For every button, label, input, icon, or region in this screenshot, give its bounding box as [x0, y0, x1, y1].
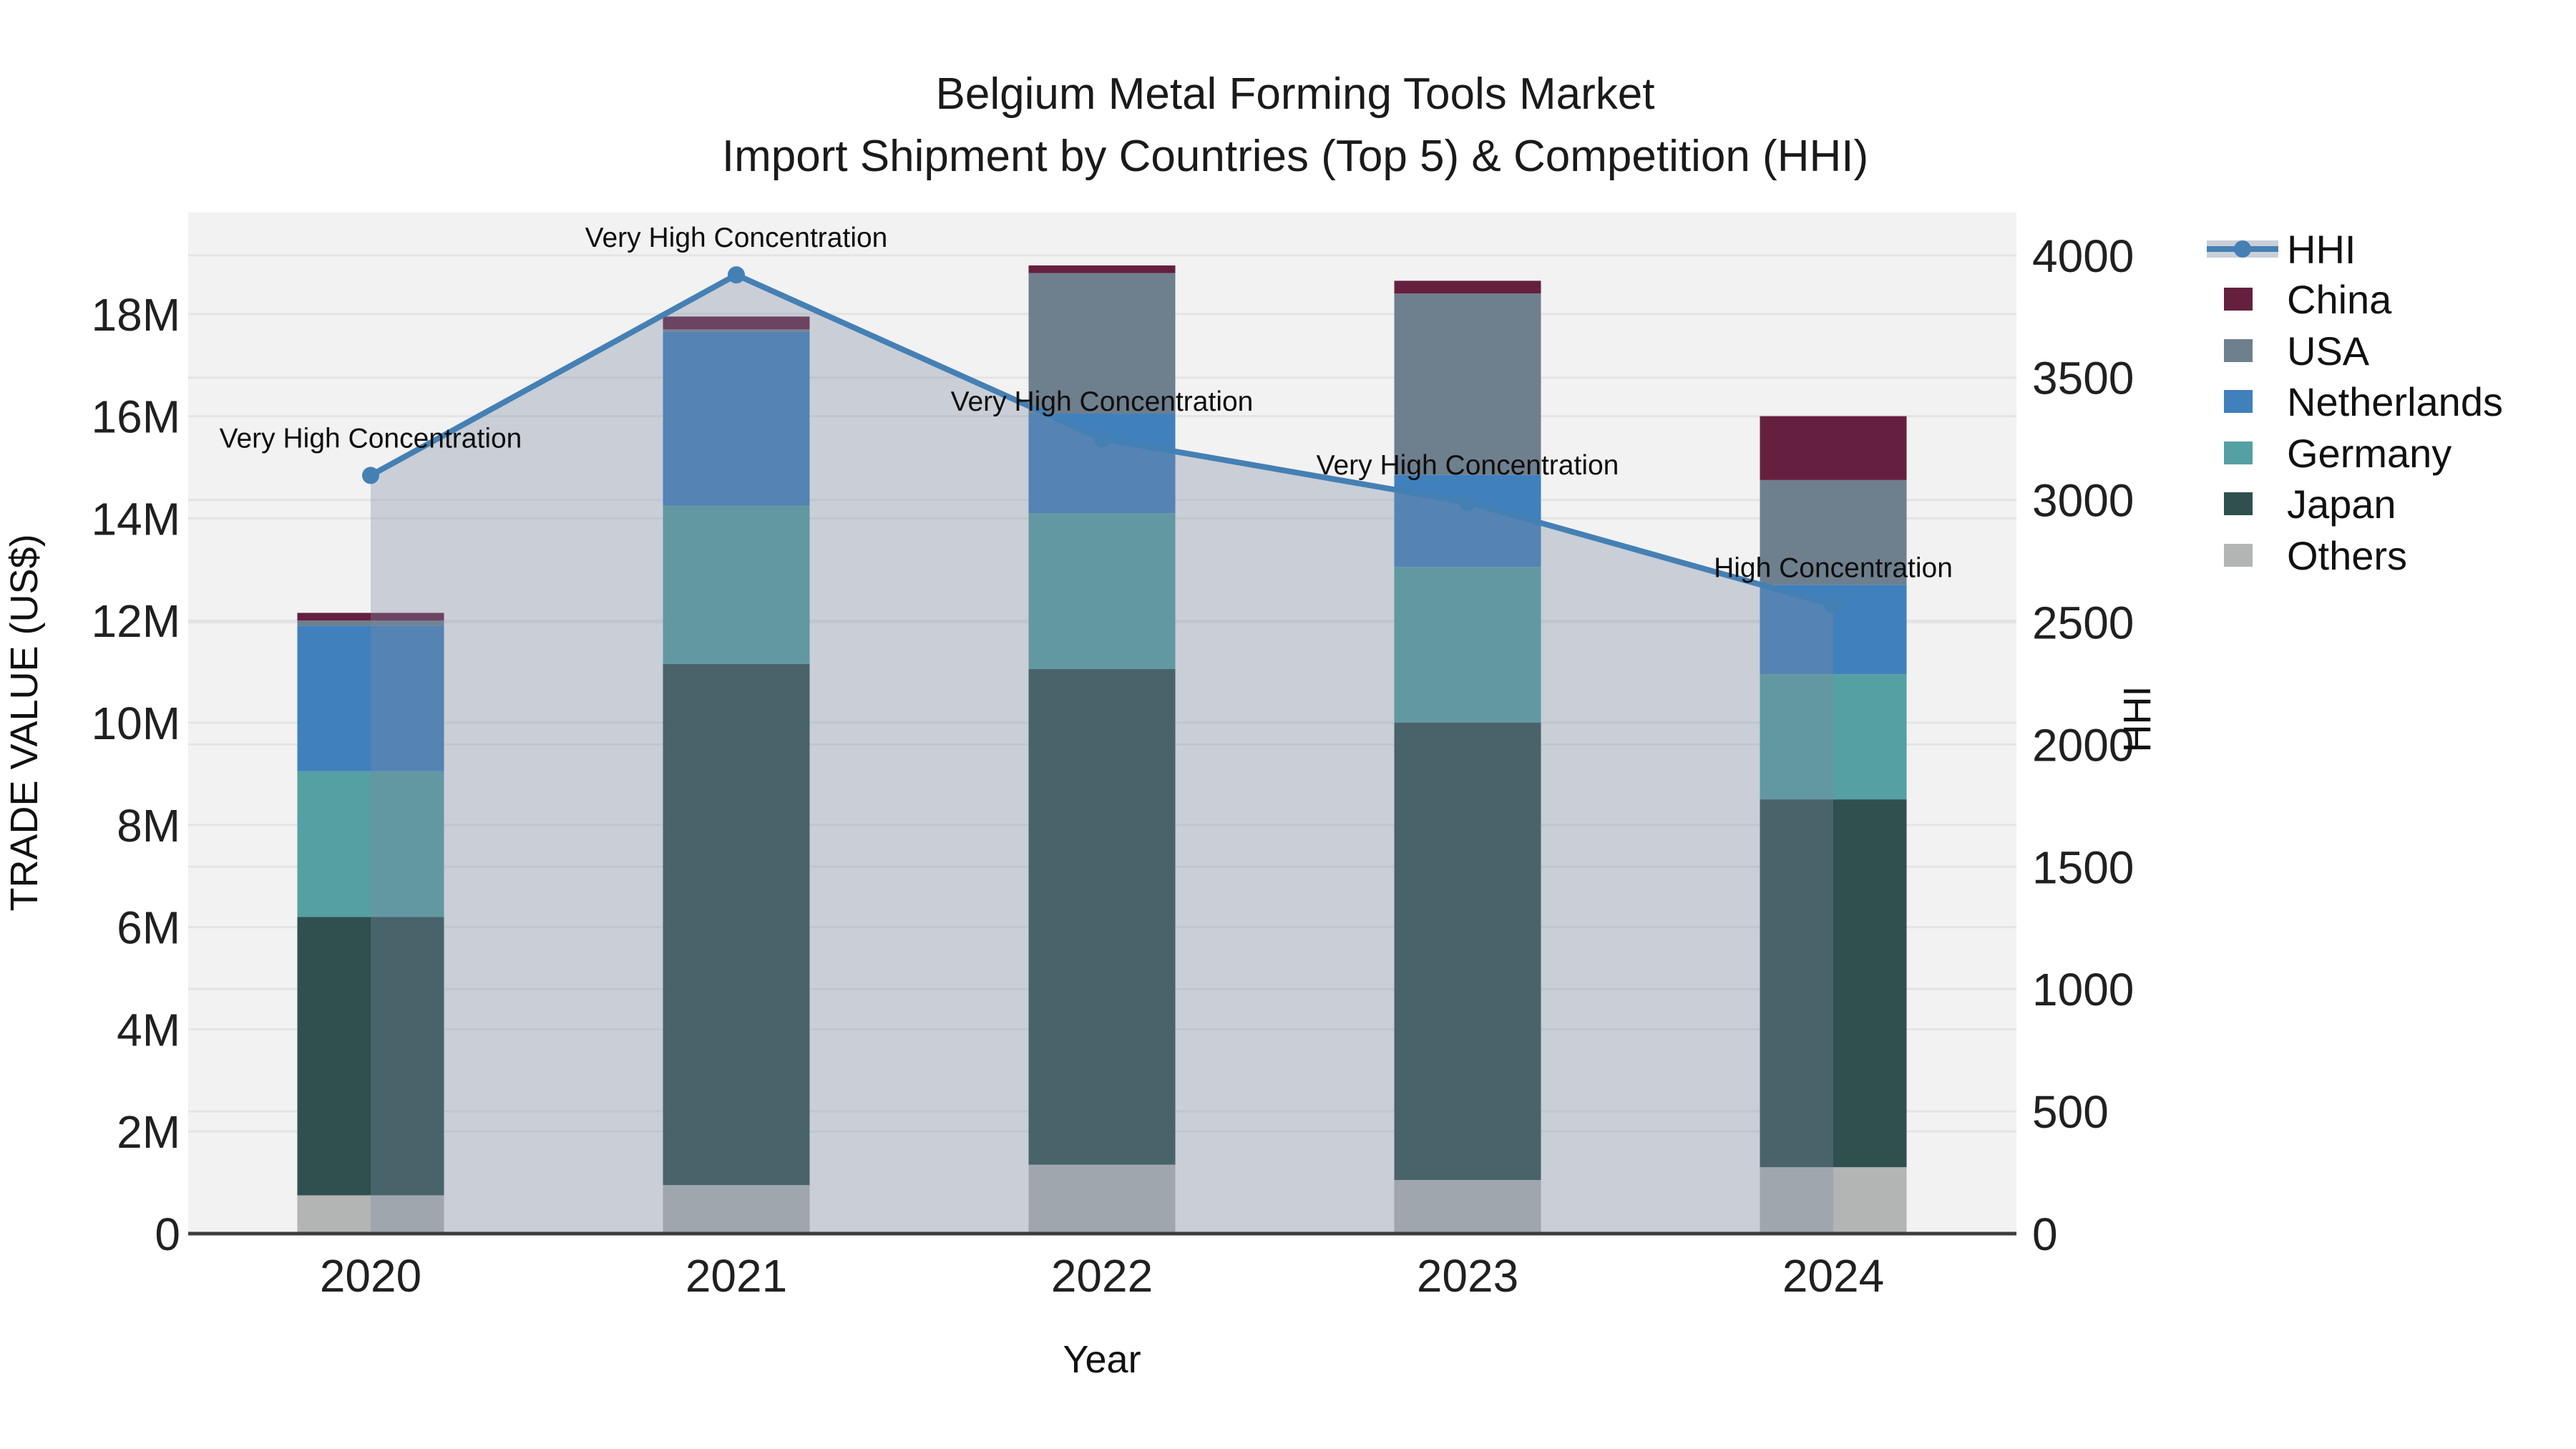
bar-2024: [1760, 416, 1907, 1234]
bar-segment-others-2022: [1028, 1164, 1176, 1234]
bar-segment-usa-2022: [1028, 273, 1176, 414]
bar-segment-others-2021: [663, 1185, 810, 1234]
left-tick-8M: 8M: [117, 800, 180, 852]
bar-segment-germany-2022: [1028, 513, 1176, 670]
left-tick-12M: 12M: [92, 595, 181, 647]
x-tick-2021: 2021: [686, 1250, 787, 1302]
legend: HHI China USA Netherlands Germany Japan Others: [2207, 227, 2503, 578]
bar-segment-others-2020: [297, 1195, 444, 1234]
annotation-2023: Very High Concentration: [1317, 450, 1619, 481]
bar-segment-china-2022: [1028, 265, 1176, 273]
legend-swatch-japan: [2224, 492, 2253, 515]
legend-swatch-china: [2224, 288, 2253, 311]
bar-segment-usa-2020: [297, 620, 444, 626]
hhi-marker-2023: [1459, 494, 1476, 512]
annotation-2022: Very High Concentration: [951, 386, 1254, 417]
legend-swatch-others: [2224, 544, 2253, 567]
left-tick-10M: 10M: [92, 698, 181, 749]
right-tick-3500: 3500: [2032, 353, 2134, 404]
hhi-marker-2024: [1825, 596, 1842, 614]
legend-label-japan: Japan: [2287, 482, 2396, 527]
bar-segment-japan-2022: [1028, 669, 1176, 1165]
bar-segment-germany-2021: [663, 505, 810, 664]
annotation-2020: Very High Concentration: [220, 423, 522, 454]
legend-label-germany: Germany: [2287, 431, 2451, 476]
chart-title-line1: Belgium Metal Forming Tools Market: [936, 69, 1655, 119]
right-tick-500: 500: [2032, 1086, 2109, 1138]
left-tick-0: 0: [155, 1209, 180, 1260]
hhi-marker-2020: [362, 467, 379, 484]
legend-item-china: China: [2224, 277, 2392, 322]
legend-swatch-netherlands: [2224, 390, 2253, 413]
hhi-marker-2022: [1093, 430, 1111, 448]
left-tick-4M: 4M: [117, 1004, 180, 1055]
x-axis-label: Year: [1063, 1338, 1141, 1381]
left-tick-18M: 18M: [92, 289, 181, 341]
bar-segment-china-2023: [1394, 280, 1541, 294]
bar-segment-germany-2020: [297, 771, 444, 917]
legend-item-hhi: HHI: [2207, 227, 2356, 272]
legend-label-hhi: HHI: [2287, 227, 2356, 272]
hhi-axis-label: HHI: [2116, 686, 2159, 753]
bar-segment-netherlands-2023: [1394, 474, 1541, 567]
bar-2022: [1028, 265, 1176, 1234]
bar-2021: [663, 316, 810, 1234]
bar-segment-usa-2024: [1760, 479, 1907, 585]
x-tick-2020: 2020: [320, 1250, 421, 1302]
legend-swatch-usa: [2224, 339, 2253, 362]
bar-segment-usa-2023: [1394, 293, 1541, 475]
x-tick-2022: 2022: [1051, 1250, 1153, 1302]
bar-2023: [1394, 280, 1541, 1234]
legend-label-others: Others: [2287, 533, 2407, 578]
bar-segment-japan-2023: [1394, 723, 1541, 1181]
hhi-marker-2021: [728, 266, 745, 284]
bar-segment-japan-2024: [1760, 799, 1907, 1168]
bar-segment-others-2023: [1394, 1180, 1541, 1234]
bar-segment-netherlands-2020: [297, 625, 444, 771]
right-tick-1000: 1000: [2032, 964, 2134, 1015]
annotation-2024: High Concentration: [1714, 553, 1953, 584]
right-tick-4000: 4000: [2032, 230, 2134, 282]
left-tick-2M: 2M: [117, 1106, 180, 1158]
bar-segment-china-2021: [663, 316, 810, 330]
right-tick-0: 0: [2032, 1209, 2058, 1260]
bar-segment-china-2020: [297, 613, 444, 621]
right-tick-2000: 2000: [2032, 719, 2134, 771]
right-tick-1500: 1500: [2032, 841, 2134, 893]
bar-segment-japan-2021: [663, 663, 810, 1186]
legend-label-usa: USA: [2287, 328, 2370, 374]
legend-label-china: China: [2287, 277, 2392, 322]
legend-label-netherlands: Netherlands: [2287, 379, 2503, 424]
bar-2020: [297, 613, 444, 1234]
bar-segment-germany-2023: [1394, 567, 1541, 723]
legend-swatch-germany: [2224, 441, 2253, 464]
left-tick-14M: 14M: [92, 493, 181, 545]
legend-item-germany: Germany: [2224, 431, 2451, 476]
x-tick-2024: 2024: [1782, 1250, 1884, 1302]
legend-item-usa: USA: [2224, 328, 2370, 374]
chart-title-line2: Import Shipment by Countries (Top 5) & C…: [722, 132, 1868, 181]
hhi-area-fill: [371, 275, 1833, 1234]
right-tick-2500: 2500: [2032, 597, 2134, 649]
y-axis-label: TRADE VALUE (US$): [3, 534, 46, 911]
legend-hhi-marker: [2234, 240, 2251, 258]
bar-segment-germany-2024: [1760, 674, 1907, 800]
legend-item-others: Others: [2224, 533, 2407, 578]
legend-item-japan: Japan: [2224, 482, 2396, 527]
left-tick-16M: 16M: [92, 391, 181, 443]
right-tick-3000: 3000: [2032, 475, 2134, 527]
bar-segment-netherlands-2021: [663, 331, 810, 506]
legend-item-netherlands: Netherlands: [2224, 379, 2503, 424]
x-tick-2023: 2023: [1417, 1250, 1518, 1302]
bar-segment-usa-2021: [663, 329, 810, 332]
bar-segment-china-2024: [1760, 416, 1907, 480]
bar-segment-japan-2020: [297, 917, 444, 1196]
left-tick-6M: 6M: [117, 902, 180, 954]
annotation-2021: Very High Concentration: [585, 223, 888, 253]
bar-segment-others-2024: [1760, 1167, 1907, 1234]
